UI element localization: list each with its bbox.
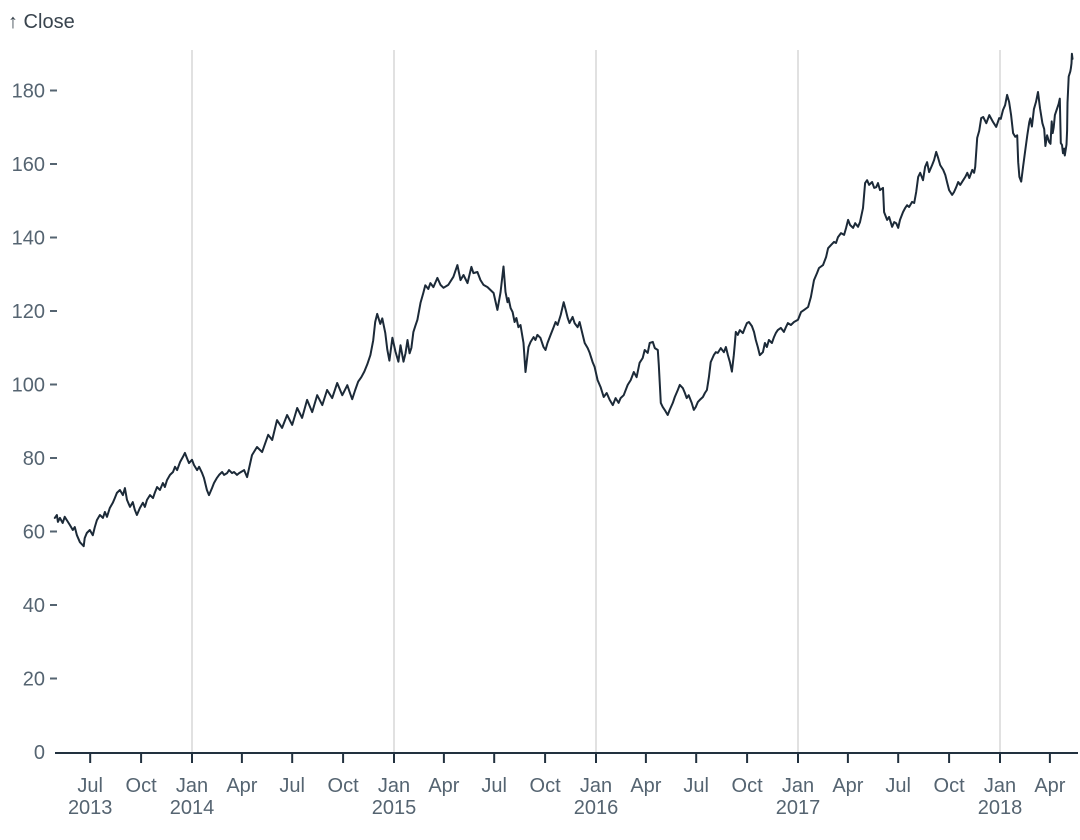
x-tick-label: Oct bbox=[126, 775, 158, 797]
x-tick-label: Jul bbox=[683, 775, 709, 797]
y-axis-title: ↑ Close bbox=[8, 11, 75, 33]
x-tick-label: Jan bbox=[984, 775, 1016, 797]
x-tick-label: Oct bbox=[732, 775, 764, 797]
y-tick-label: 100 bbox=[12, 375, 45, 397]
x-year-label: 2013 bbox=[68, 797, 113, 819]
x-tick-label: Jul bbox=[77, 775, 103, 797]
x-year-label: 2017 bbox=[776, 797, 821, 819]
x-year-label: 2018 bbox=[978, 797, 1023, 819]
y-tick-label: 140 bbox=[12, 228, 45, 250]
x-tick-label: Jan bbox=[176, 775, 208, 797]
x-tick-label: Apr bbox=[1034, 775, 1065, 797]
y-tick-label: 20 bbox=[23, 669, 45, 691]
y-tick-label: 60 bbox=[23, 522, 45, 544]
y-tick-label: 120 bbox=[12, 301, 45, 323]
x-tick-label: Jan bbox=[580, 775, 612, 797]
x-year-label: 2014 bbox=[170, 797, 215, 819]
x-tick-label: Jan bbox=[378, 775, 410, 797]
x-tick-label: Jul bbox=[279, 775, 305, 797]
x-tick-label: Apr bbox=[630, 775, 661, 797]
y-tick-label: 80 bbox=[23, 448, 45, 470]
x-tick-label: Jul bbox=[481, 775, 507, 797]
x-tick-label: Apr bbox=[428, 775, 459, 797]
close-price-line bbox=[53, 52, 1074, 548]
x-tick-label: Oct bbox=[934, 775, 966, 797]
y-tick-label: 40 bbox=[23, 595, 45, 617]
x-year-label: 2015 bbox=[372, 797, 417, 819]
x-tick-label: Jan bbox=[782, 775, 814, 797]
x-tick-label: Oct bbox=[328, 775, 360, 797]
x-tick-label: Jul bbox=[885, 775, 911, 797]
x-axis-layer: Jul Oct Jan Apr Jul Oct Jan Apr Jul Oct Jan Apr Jul O… bbox=[55, 752, 1078, 819]
x-year-label: 2016 bbox=[574, 797, 619, 819]
y-tick-label: 160 bbox=[12, 154, 45, 176]
gridlines-layer bbox=[191, 50, 1001, 752]
x-tick-label: Oct bbox=[530, 775, 562, 797]
y-axis-layer: 0 20 40 60 80 100 120 140 160 180 bbox=[12, 81, 57, 764]
x-tick-label: Apr bbox=[226, 775, 257, 797]
x-tick-label: Apr bbox=[832, 775, 863, 797]
y-tick-label: 0 bbox=[34, 742, 45, 764]
y-tick-label: 180 bbox=[12, 81, 45, 103]
